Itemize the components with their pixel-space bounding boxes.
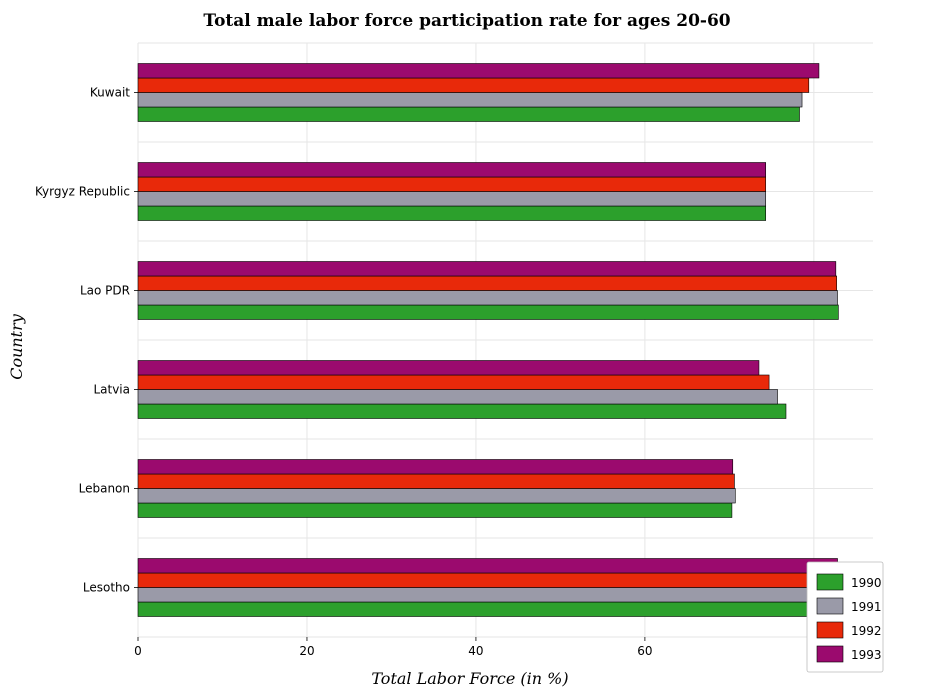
chart-title: Total male labor force participation rat… bbox=[203, 11, 730, 31]
bar bbox=[137, 601, 841, 617]
bar bbox=[137, 162, 767, 178]
x-axis-ticks: 020406080 bbox=[134, 637, 822, 658]
legend: 1990 1991 1992 1993 bbox=[806, 561, 884, 673]
bar bbox=[137, 473, 735, 489]
bar bbox=[137, 459, 734, 475]
bar bbox=[137, 389, 778, 405]
x-tick-label: 0 bbox=[134, 644, 142, 658]
x-tick-label: 40 bbox=[468, 644, 483, 658]
bar bbox=[137, 587, 839, 603]
y-tick-label: Lebanon bbox=[79, 482, 130, 496]
y-tick-label: Latvia bbox=[93, 383, 130, 397]
bar bbox=[137, 360, 760, 376]
legend-swatch bbox=[816, 573, 844, 591]
legend-swatch bbox=[816, 621, 844, 639]
bar bbox=[137, 572, 840, 588]
bar bbox=[137, 261, 837, 277]
bar bbox=[137, 77, 810, 93]
y-axis-label: Country bbox=[7, 313, 26, 380]
bar bbox=[137, 558, 838, 574]
bar bbox=[137, 275, 837, 291]
bar bbox=[137, 176, 767, 192]
bar bbox=[137, 502, 733, 518]
y-tick-label: Kyrgyz Republic bbox=[35, 185, 130, 199]
bar bbox=[137, 290, 838, 306]
legend-swatch bbox=[816, 645, 844, 663]
legend-label: 1993 bbox=[851, 648, 882, 662]
legend-label: 1990 bbox=[851, 576, 882, 590]
bar bbox=[137, 205, 767, 221]
grid bbox=[137, 42, 873, 638]
legend-label: 1991 bbox=[851, 600, 882, 614]
y-tick-label: Lesotho bbox=[83, 581, 130, 595]
bar bbox=[137, 63, 820, 79]
bar bbox=[137, 403, 787, 419]
bar bbox=[137, 92, 803, 108]
x-tick-label: 60 bbox=[637, 644, 652, 658]
x-axis-label: Total Labor Force (in %) bbox=[371, 669, 568, 688]
bar bbox=[137, 374, 770, 390]
bar bbox=[137, 191, 767, 207]
y-axis-ticks: Kuwait Kyrgyz Republic Lao PDR Latvia Lebano… bbox=[35, 86, 138, 595]
legend-swatch bbox=[816, 597, 844, 615]
bar bbox=[137, 106, 800, 122]
legend-label: 1992 bbox=[851, 624, 882, 638]
bar bbox=[137, 488, 736, 504]
y-tick-label: Lao PDR bbox=[80, 284, 130, 298]
bar bbox=[137, 304, 839, 320]
y-tick-label: Kuwait bbox=[90, 86, 130, 100]
x-tick-label: 20 bbox=[299, 644, 314, 658]
bars bbox=[137, 63, 841, 617]
